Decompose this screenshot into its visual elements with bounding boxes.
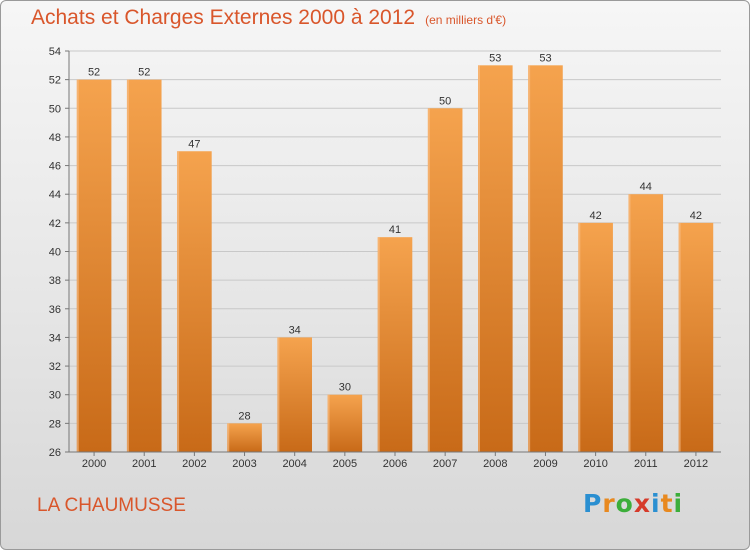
x-tick-label: 2005 — [333, 458, 357, 470]
x-tick-label: 2002 — [182, 458, 206, 470]
bar-highlight — [427, 108, 430, 453]
logo-letter: r — [602, 489, 616, 518]
x-tick-label: 2003 — [232, 458, 256, 470]
logo-letter: o — [615, 489, 634, 518]
commune-name: LA CHAUMUSSE — [37, 495, 186, 516]
bar-highlight — [76, 79, 79, 453]
y-tick-label: 52 — [49, 75, 61, 87]
bar-value-label: 53 — [539, 52, 551, 64]
bar-highlight — [277, 337, 280, 452]
bar-layer — [76, 65, 714, 453]
y-tick-label: 40 — [49, 247, 61, 259]
y-tick-label: 32 — [49, 361, 61, 373]
chart-title: Achats et Charges Externes 2000 à 2012 (e… — [31, 6, 506, 30]
y-tick-label: 38 — [49, 275, 61, 287]
bar — [578, 222, 613, 452]
y-tick-label: 36 — [49, 304, 61, 316]
bar — [126, 79, 162, 453]
y-tick-label: 26 — [49, 447, 61, 459]
bar — [327, 394, 363, 452]
bar-highlight — [227, 423, 230, 452]
bar-value-label: 52 — [88, 67, 100, 79]
bar-highlight — [377, 237, 380, 452]
label-layer: 52 52 47 28 34 30 41 50 53 53 42 44 42 — [88, 52, 702, 422]
bar — [678, 222, 714, 452]
bar-highlight — [478, 65, 481, 453]
y-tick-label: 48 — [49, 132, 61, 144]
bar — [277, 337, 312, 452]
bar — [528, 65, 563, 453]
logo-letter: t — [660, 489, 674, 518]
bar — [427, 108, 463, 453]
bar-value-label: 30 — [339, 382, 351, 394]
bar — [628, 194, 664, 452]
y-tick-label: 44 — [49, 189, 61, 201]
x-tick-label: 2010 — [583, 458, 607, 470]
x-tick-label: 2000 — [82, 458, 106, 470]
chart-title-text: Achats et Charges Externes 2000 à 2012 — [31, 6, 416, 29]
bar — [227, 423, 262, 452]
x-tick-label: 2012 — [684, 458, 708, 470]
y-tick-label: 46 — [49, 161, 61, 173]
bar-highlight — [678, 222, 681, 452]
bar — [377, 237, 413, 452]
bar-highlight — [177, 151, 180, 452]
x-tick-label: 2004 — [282, 458, 306, 470]
bar-highlight — [327, 394, 330, 452]
bar-value-label: 47 — [188, 138, 200, 150]
y-tick-label: 28 — [49, 418, 61, 430]
bar-value-label: 53 — [489, 52, 501, 64]
x-tick-label: 2011 — [634, 458, 658, 470]
y-tick-label: 30 — [49, 390, 61, 402]
x-tick-label: 2009 — [533, 458, 557, 470]
bar-highlight — [578, 222, 581, 452]
y-tick-label: 50 — [49, 103, 61, 115]
axis-layer: 26 28 30 32 34 36 38 40 42 44 46 48 50 52 54 2000 2001 20… — [49, 46, 721, 470]
bar-highlight — [628, 194, 631, 452]
bar-value-label: 41 — [389, 224, 401, 236]
bar-highlight — [528, 65, 531, 453]
logo-letter: i — [673, 489, 684, 518]
bar-value-label: 28 — [238, 410, 250, 422]
y-tick-label: 34 — [49, 332, 61, 344]
x-tick-label: 2006 — [383, 458, 407, 470]
bar-value-label: 50 — [439, 95, 451, 107]
bar-value-label: 42 — [589, 210, 601, 222]
y-tick-label: 54 — [49, 46, 61, 58]
bar-value-label: 52 — [138, 67, 150, 79]
bar — [177, 151, 212, 452]
bar — [76, 79, 112, 453]
logo-letter: x — [633, 489, 651, 518]
chart-unit: (en milliers d'€) — [425, 13, 507, 27]
proxiti-logo: Proxiti — [583, 489, 683, 518]
x-tick-label: 2007 — [433, 458, 457, 470]
bar-value-label: 44 — [640, 181, 652, 193]
bar — [478, 65, 513, 453]
bar-value-label: 42 — [690, 210, 702, 222]
x-tick-label: 2001 — [132, 458, 156, 470]
y-tick-label: 42 — [49, 218, 61, 230]
bar-value-label: 34 — [289, 324, 301, 336]
logo-letter: P — [583, 489, 603, 518]
bar-highlight — [126, 79, 129, 453]
logo-letter: i — [651, 489, 661, 518]
x-tick-label: 2008 — [483, 458, 507, 470]
